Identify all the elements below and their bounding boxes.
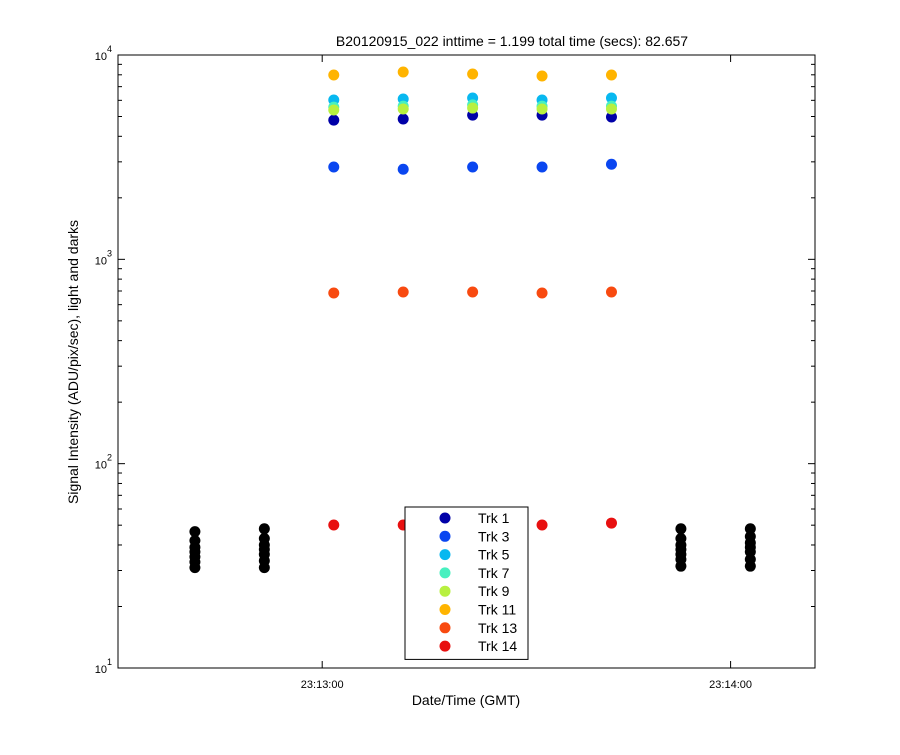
legend-label: Trk 1 xyxy=(478,510,510,526)
point xyxy=(258,562,270,574)
x-axis-label: Date/Time (GMT) xyxy=(412,692,520,708)
legend-label: Trk 14 xyxy=(478,638,517,654)
chart-title: B20120915_022 inttime = 1.199 total time… xyxy=(336,33,688,49)
point xyxy=(536,519,548,531)
legend-marker xyxy=(439,640,451,652)
x-tick-label: 23:14:00 xyxy=(709,679,752,691)
point xyxy=(467,161,479,173)
y-tick-exponent: 1 xyxy=(107,657,112,667)
point xyxy=(605,103,617,115)
point xyxy=(328,104,340,116)
legend-label: Trk 13 xyxy=(478,620,517,636)
point xyxy=(605,69,617,81)
legend-marker xyxy=(439,585,451,597)
y-axis-label: Signal Intensity (ADU/pix/sec), light an… xyxy=(65,220,81,504)
point xyxy=(536,287,548,299)
y-tick-base: 10 xyxy=(95,460,107,472)
legend-label: Trk 7 xyxy=(478,565,510,581)
y-tick-exponent: 2 xyxy=(107,453,112,463)
legend-marker xyxy=(439,604,451,615)
legend-marker xyxy=(439,622,451,634)
point xyxy=(744,523,756,535)
y-tick-label: 101 xyxy=(95,657,112,676)
x-tick-label: 23:13:00 xyxy=(301,679,344,691)
point xyxy=(397,113,409,125)
point xyxy=(397,103,409,115)
y-tick-exponent: 4 xyxy=(107,44,112,54)
point xyxy=(467,68,479,80)
point xyxy=(328,519,340,531)
point xyxy=(605,286,617,298)
point xyxy=(189,526,201,538)
point xyxy=(536,70,548,82)
point xyxy=(328,114,340,126)
point xyxy=(328,287,340,299)
point xyxy=(189,562,201,574)
y-tick-exponent: 3 xyxy=(107,248,112,258)
point xyxy=(328,161,340,173)
legend-marker xyxy=(439,567,451,579)
y-tick-label: 103 xyxy=(95,248,112,267)
y-tick-base: 10 xyxy=(95,51,107,63)
point xyxy=(536,161,548,173)
point xyxy=(675,560,687,572)
legend-label: Trk 3 xyxy=(478,528,510,544)
legend-label: Trk 5 xyxy=(478,547,510,563)
legend-marker xyxy=(439,549,451,561)
point xyxy=(258,523,270,535)
point xyxy=(467,286,479,298)
legend-marker xyxy=(439,512,451,524)
y-tick-base: 10 xyxy=(95,664,107,676)
y-tick-base: 10 xyxy=(95,255,107,267)
y-tick-label: 104 xyxy=(95,44,112,63)
point xyxy=(744,560,756,572)
point xyxy=(605,92,617,104)
point xyxy=(605,111,617,123)
legend-marker xyxy=(439,530,451,542)
point xyxy=(675,523,687,535)
point xyxy=(467,102,479,114)
legend-label: Trk 11 xyxy=(478,602,516,618)
point xyxy=(328,69,340,81)
point xyxy=(536,103,548,115)
point xyxy=(397,163,409,175)
point xyxy=(397,286,409,298)
point xyxy=(605,158,617,170)
point xyxy=(605,517,617,529)
legend xyxy=(404,506,529,660)
point xyxy=(397,66,409,78)
legend-label: Trk 9 xyxy=(478,583,510,599)
y-tick-label: 102 xyxy=(95,453,112,472)
